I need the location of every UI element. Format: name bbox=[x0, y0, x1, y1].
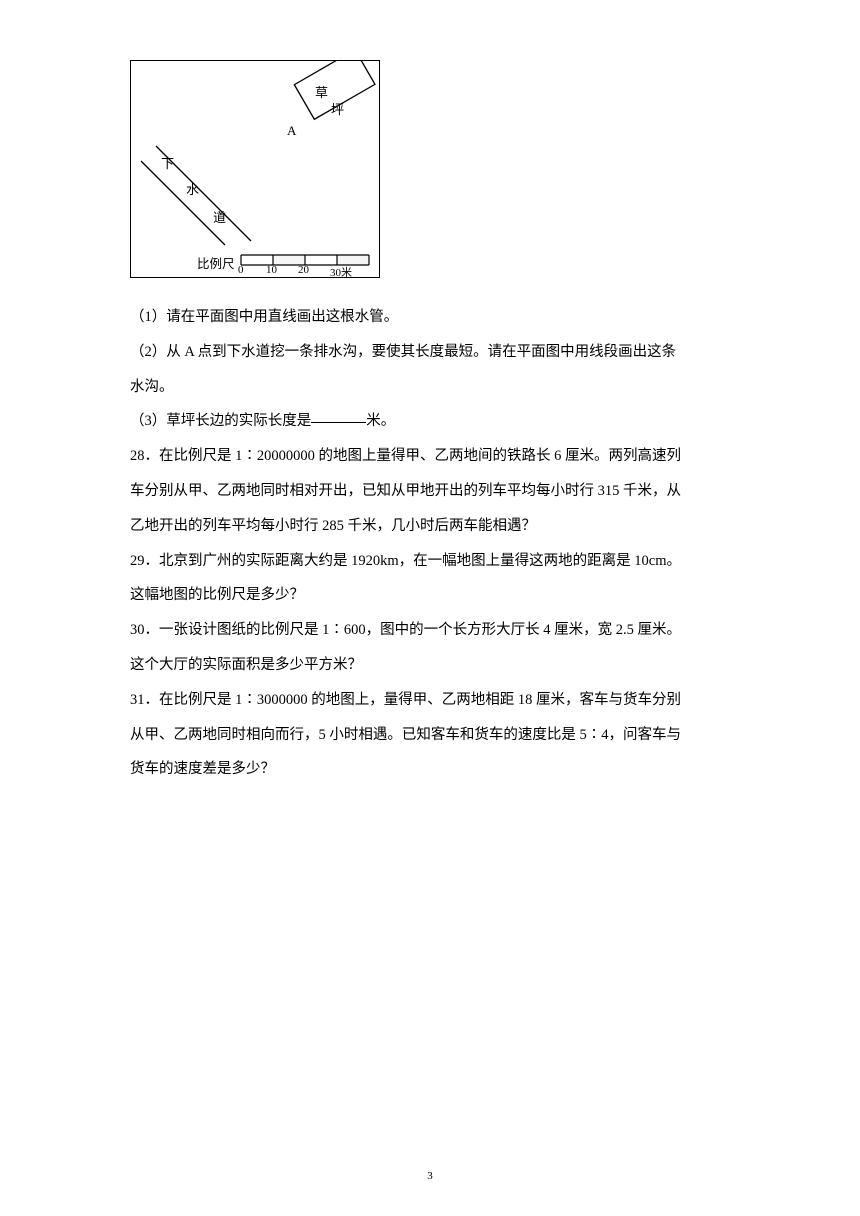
sewer-label-1: 下 bbox=[161, 153, 174, 172]
q3-line: （3）草坪长边的实际长度是 米。 bbox=[130, 404, 730, 439]
sewer-label-3: 道 bbox=[213, 207, 226, 226]
scale-tick-2: 20 bbox=[298, 264, 309, 276]
q28-a: 28．在比例尺是 1∶20000000 的地图上量得甲、乙两地间的铁路长 6 厘… bbox=[130, 439, 730, 474]
q29-b: 这幅地图的比例尺是多少？ bbox=[130, 578, 730, 613]
q2-text-a: （2）从 A 点到下水道挖一条排水沟，要使其长度最短。请在平面图中用线段画出这条 bbox=[130, 335, 730, 370]
scale-tick-0: 0 bbox=[238, 264, 244, 276]
q1-text: （1）请在平面图中用直线画出这根水管。 bbox=[130, 300, 730, 335]
q2-text-b: 水沟。 bbox=[130, 370, 730, 405]
plan-diagram: 草 坪 A 下 水 道 比例尺 0 10 20 30米 bbox=[130, 60, 380, 278]
q31-c: 货车的速度差是多少？ bbox=[130, 752, 730, 787]
question-text-block: （1）请在平面图中用直线画出这根水管。 （2）从 A 点到下水道挖一条排水沟，要… bbox=[130, 300, 730, 787]
q31-a: 31．在比例尺是 1∶3000000 的地图上，量得甲、乙两地相距 18 厘米，… bbox=[130, 683, 730, 718]
grass-label-2: 坪 bbox=[331, 99, 344, 118]
q3-text-b: 米。 bbox=[366, 413, 395, 429]
scale-text-label: 比例尺 bbox=[197, 253, 235, 272]
point-a-label: A bbox=[287, 123, 296, 139]
page-number: 3 bbox=[427, 1170, 433, 1182]
q30-b: 这个大厅的实际面积是多少平方米？ bbox=[130, 648, 730, 683]
q3-text-a: （3）草坪长边的实际长度是 bbox=[130, 413, 311, 429]
q28-c: 乙地开出的列车平均每小时行 285 千米，几小时后两车能相遇？ bbox=[130, 509, 730, 544]
sewer-label-2: 水 bbox=[186, 179, 199, 198]
scale-tick-1: 10 bbox=[266, 264, 277, 276]
q30-a: 30．一张设计图纸的比例尺是 1∶600，图中的一个长方形大厅长 4 厘米，宽 … bbox=[130, 613, 730, 648]
q28-b: 车分别从甲、乙两地同时相对开出，已知从甲地开出的列车平均每小时行 315 千米，… bbox=[130, 474, 730, 509]
grass-label-1: 草 bbox=[315, 82, 328, 101]
q31-b: 从甲、乙两地同时相向而行，5 小时相遇。已知客车和货车的速度比是 5∶4，问客车… bbox=[130, 718, 730, 753]
scale-tick-3: 30米 bbox=[330, 264, 352, 280]
q29-a: 29．北京到广州的实际距离大约是 1920km，在一幅地图上量得这两地的距离是 … bbox=[130, 544, 730, 579]
answer-blank[interactable] bbox=[311, 409, 366, 424]
